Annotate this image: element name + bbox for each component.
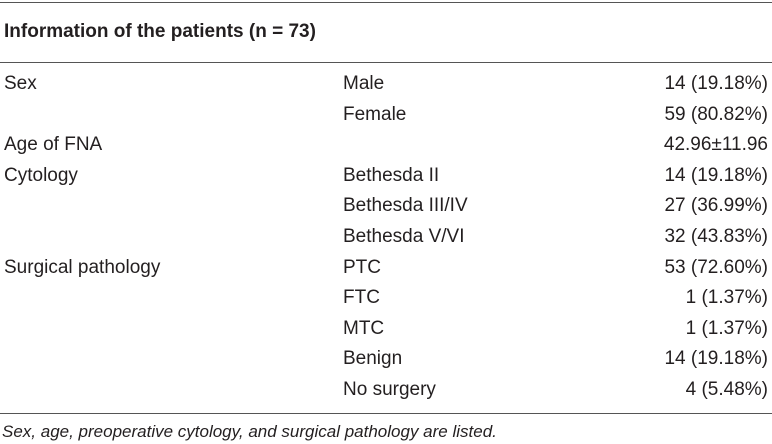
top-rule <box>0 2 772 3</box>
row-value: 14 (19.18%) <box>664 348 768 370</box>
header-rule <box>0 62 772 63</box>
row-value: 14 (19.18%) <box>664 73 768 94</box>
row-label: Surgical pathology <box>4 256 161 278</box>
row-value: 1 (1.37%) <box>685 317 768 339</box>
row-value: 4 (5.48%) <box>685 379 768 400</box>
row-sublabel: FTC <box>343 287 380 309</box>
row-sublabel: Bethesda II <box>343 164 440 186</box>
row-sublabel: No surgery <box>343 379 436 400</box>
row-sublabel: Bethesda III/IV <box>343 195 468 217</box>
row-value: 32 (43.83%) <box>664 226 768 247</box>
row-label: Cytology <box>4 164 78 186</box>
row-sublabel: Bethesda V/VI <box>343 226 465 247</box>
row-sublabel: Male <box>343 73 385 94</box>
row-value: 27 (36.99%) <box>664 195 768 217</box>
row-value: 59 (80.82%) <box>664 103 768 125</box>
row-value: 14 (19.18%) <box>664 164 768 186</box>
row-sublabel: Benign <box>343 348 403 370</box>
row-sublabel: PTC <box>343 256 381 278</box>
row-label: Sex <box>4 73 37 94</box>
bottom-rule <box>0 413 772 414</box>
row-label: Age of FNA <box>4 134 103 156</box>
row-value: 1 (1.37%) <box>685 287 768 309</box>
row-sublabel: MTC <box>343 317 385 339</box>
row-sublabel: Female <box>343 103 407 125</box>
footnote: Sex, age, preoperative cytology, and sur… <box>2 422 497 441</box>
row-value: 42.96±11.96 <box>663 134 768 156</box>
row-value: 53 (72.60%) <box>664 256 768 278</box>
table-title: Information of the patients (n = 73) <box>4 21 316 42</box>
